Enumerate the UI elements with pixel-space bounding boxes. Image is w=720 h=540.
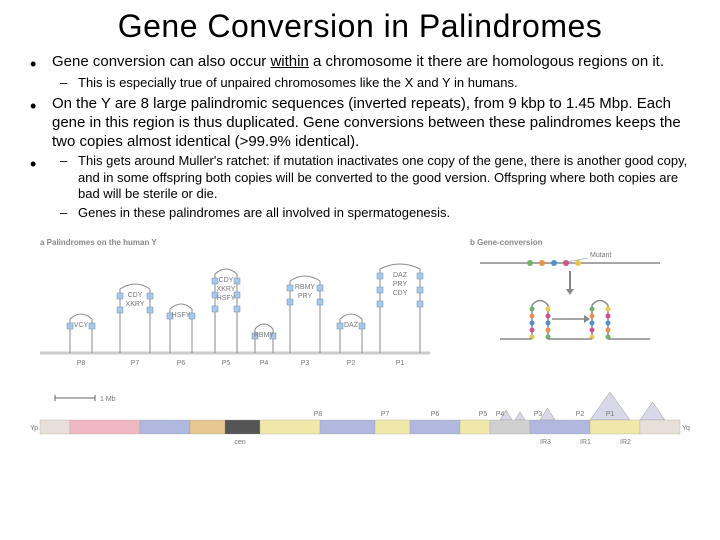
svg-text:DAZ: DAZ [393, 272, 408, 279]
svg-text:RBMY: RBMY [254, 332, 275, 339]
svg-text:RBMY: RBMY [295, 284, 316, 291]
svg-text:IR3: IR3 [540, 439, 551, 446]
b1-underline: within [270, 53, 308, 70]
svg-text:P2: P2 [576, 411, 585, 418]
svg-text:XKRY: XKRY [126, 301, 145, 308]
bullet-2-sub-1: This gets around Muller's ratchet: if mu… [52, 153, 690, 202]
svg-text:CDY: CDY [393, 290, 408, 297]
svg-text:DAZ: DAZ [344, 322, 359, 329]
svg-text:XKRY: XKRY [217, 286, 236, 293]
svg-text:CDY: CDY [219, 277, 234, 284]
svg-text:1 Mb: 1 Mb [100, 396, 116, 403]
b1-post: a chromosome it there are homologous reg… [309, 53, 664, 70]
svg-text:VCY: VCY [74, 322, 89, 329]
svg-text:P4: P4 [496, 411, 505, 418]
svg-text:P8: P8 [77, 360, 86, 367]
svg-text:HSFY: HSFY [172, 312, 191, 319]
svg-text:a Palindromes on the human Y: a Palindromes on the human Y [40, 238, 157, 247]
svg-text:P3: P3 [301, 360, 310, 367]
slide-container: Gene Conversion in Palindromes Gene conv… [0, 0, 720, 540]
svg-text:IR2: IR2 [620, 439, 631, 446]
svg-text:P1: P1 [396, 360, 405, 367]
svg-text:P5: P5 [479, 411, 488, 418]
svg-text:Yp: Yp [30, 425, 38, 432]
svg-text:CDY: CDY [128, 292, 143, 299]
svg-text:P7: P7 [131, 360, 140, 367]
b1-pre: Gene conversion can also occur [52, 53, 270, 70]
bullet-2: On the Y are 8 large palindromic sequenc… [30, 95, 690, 151]
svg-text:P2: P2 [347, 360, 356, 367]
svg-text:Mutant: Mutant [590, 252, 611, 259]
svg-text:P7: P7 [381, 411, 390, 418]
svg-text:P1: P1 [606, 411, 615, 418]
svg-text:PRY: PRY [393, 281, 408, 288]
slide-title: Gene Conversion in Palindromes [30, 8, 690, 45]
bullet-1-sub-1: This is especially true of unpaired chro… [52, 75, 690, 91]
svg-text:IR1: IR1 [580, 439, 591, 446]
svg-text:PRY: PRY [298, 293, 313, 300]
svg-text:P8: P8 [314, 411, 323, 418]
figure-svg: a Palindromes on the human Y VCY P8 CDY XKRY… [30, 235, 690, 455]
svg-text:Yq: Yq [682, 425, 690, 432]
svg-text:P4: P4 [260, 360, 269, 367]
svg-text:P6: P6 [431, 411, 440, 418]
bullet-2-sub-2: Genes in these palindromes are all invol… [52, 205, 690, 221]
svg-text:HSFY: HSFY [217, 295, 236, 302]
svg-text:P6: P6 [177, 360, 186, 367]
bullet-list: Gene conversion can also occur within a … [30, 53, 690, 221]
svg-text:b Gene-conversion: b Gene-conversion [470, 238, 543, 247]
bullet-2-subs: This gets around Muller's ratchet: if mu… [30, 153, 690, 221]
bullet-1: Gene conversion can also occur within a … [30, 53, 690, 91]
svg-text:P3: P3 [534, 411, 543, 418]
svg-text:P5: P5 [222, 360, 231, 367]
svg-text:cen: cen [234, 439, 245, 446]
figure-area: a Palindromes on the human Y VCY P8 CDY XKRY… [30, 235, 690, 460]
